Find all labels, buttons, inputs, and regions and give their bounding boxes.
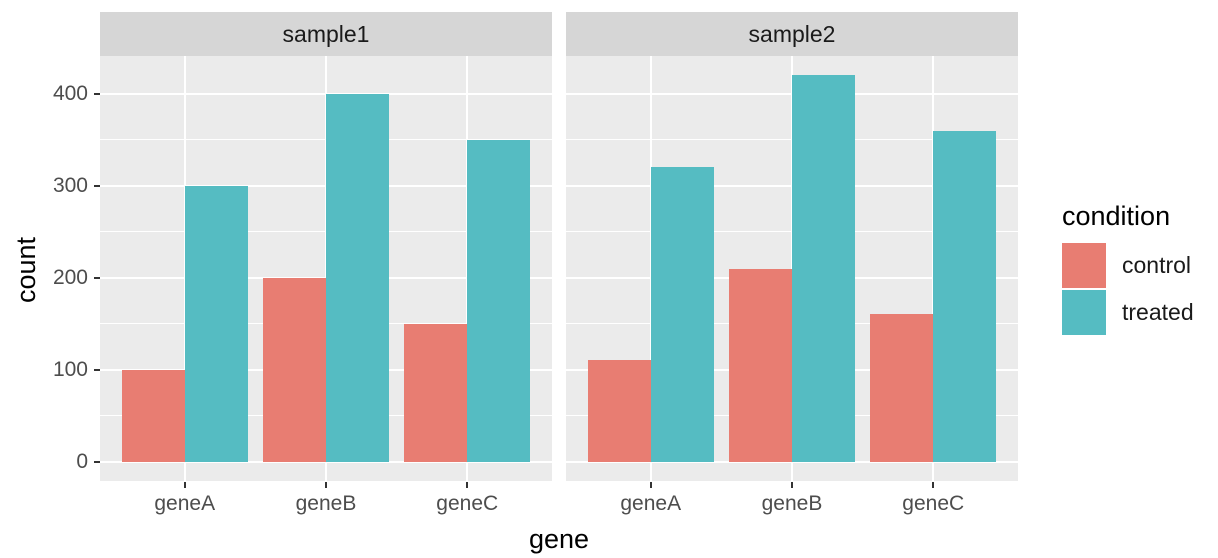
y-tick-mark-100 (94, 368, 100, 371)
y-tick-label-200: 200 (52, 265, 88, 289)
plot-panel-sample2 (566, 56, 1018, 481)
y-tick-label-300: 300 (52, 173, 88, 197)
legend-entry-control: control (1062, 243, 1194, 288)
bar-sample2-geneB-control (729, 268, 792, 462)
x-tick-label-sample1-geneA: geneA (154, 492, 216, 515)
x-tick-label-sample2-geneC: geneC (902, 492, 965, 515)
y-tick-label-400: 400 (52, 81, 88, 105)
gridline-major-0 (566, 460, 1018, 463)
x-tick-mark-sample2-geneC (932, 482, 935, 488)
legend-keys: control treated (1062, 243, 1194, 335)
legend-swatch-treated (1062, 290, 1106, 335)
facet-strip-sample2: sample2 (566, 12, 1018, 56)
bar-sample1-geneB-control (263, 277, 326, 462)
legend: condition control treated (1062, 200, 1194, 337)
bar-sample1-geneC-control (404, 323, 468, 462)
legend-title: condition (1062, 201, 1171, 231)
x-tick-mark-sample1-geneC (466, 482, 469, 488)
plot-panel-sample1 (100, 56, 552, 481)
bar-sample2-geneB-treated (792, 75, 855, 462)
x-tick-mark-sample1-geneA (183, 482, 186, 488)
y-tick-mark-400 (94, 92, 100, 95)
x-tick-label-sample2-geneA: geneA (620, 492, 682, 515)
x-tick-mark-sample2-geneA (649, 482, 652, 488)
bar-sample2-geneA-control (587, 360, 651, 462)
x-tick-label-sample2-geneB: geneB (761, 492, 823, 515)
facet-strip-sample1: sample1 (100, 12, 552, 56)
legend-label-control: control (1122, 252, 1192, 278)
y-tick-label-100: 100 (52, 357, 88, 381)
bar-sample1-geneA-treated (184, 185, 248, 462)
legend-label-treated: treated (1122, 299, 1194, 325)
bar-sample2-geneC-control (870, 314, 934, 462)
y-tick-mark-300 (94, 184, 100, 187)
bar-sample1-geneB-treated (326, 93, 389, 462)
y-tick-mark-200 (94, 276, 100, 279)
bar-sample1-geneC-treated (467, 139, 531, 462)
legend-swatch-control (1062, 243, 1106, 288)
bar-sample2-geneC-treated (933, 130, 997, 462)
x-axis-title: gene (528, 524, 590, 554)
x-tick-label-sample1-geneB: geneB (295, 492, 357, 515)
bar-sample2-geneA-treated (650, 167, 714, 462)
y-tick-mark-0 (94, 460, 100, 463)
legend-entry-treated: treated (1062, 290, 1194, 335)
y-tick-label-0: 0 (76, 449, 88, 473)
bar-sample1-geneA-control (121, 369, 185, 462)
x-tick-mark-sample1-geneB (325, 482, 327, 488)
x-tick-mark-sample2-geneB (791, 482, 793, 488)
gridline-major-0 (100, 460, 552, 463)
x-tick-label-sample1-geneC: geneC (436, 492, 499, 515)
